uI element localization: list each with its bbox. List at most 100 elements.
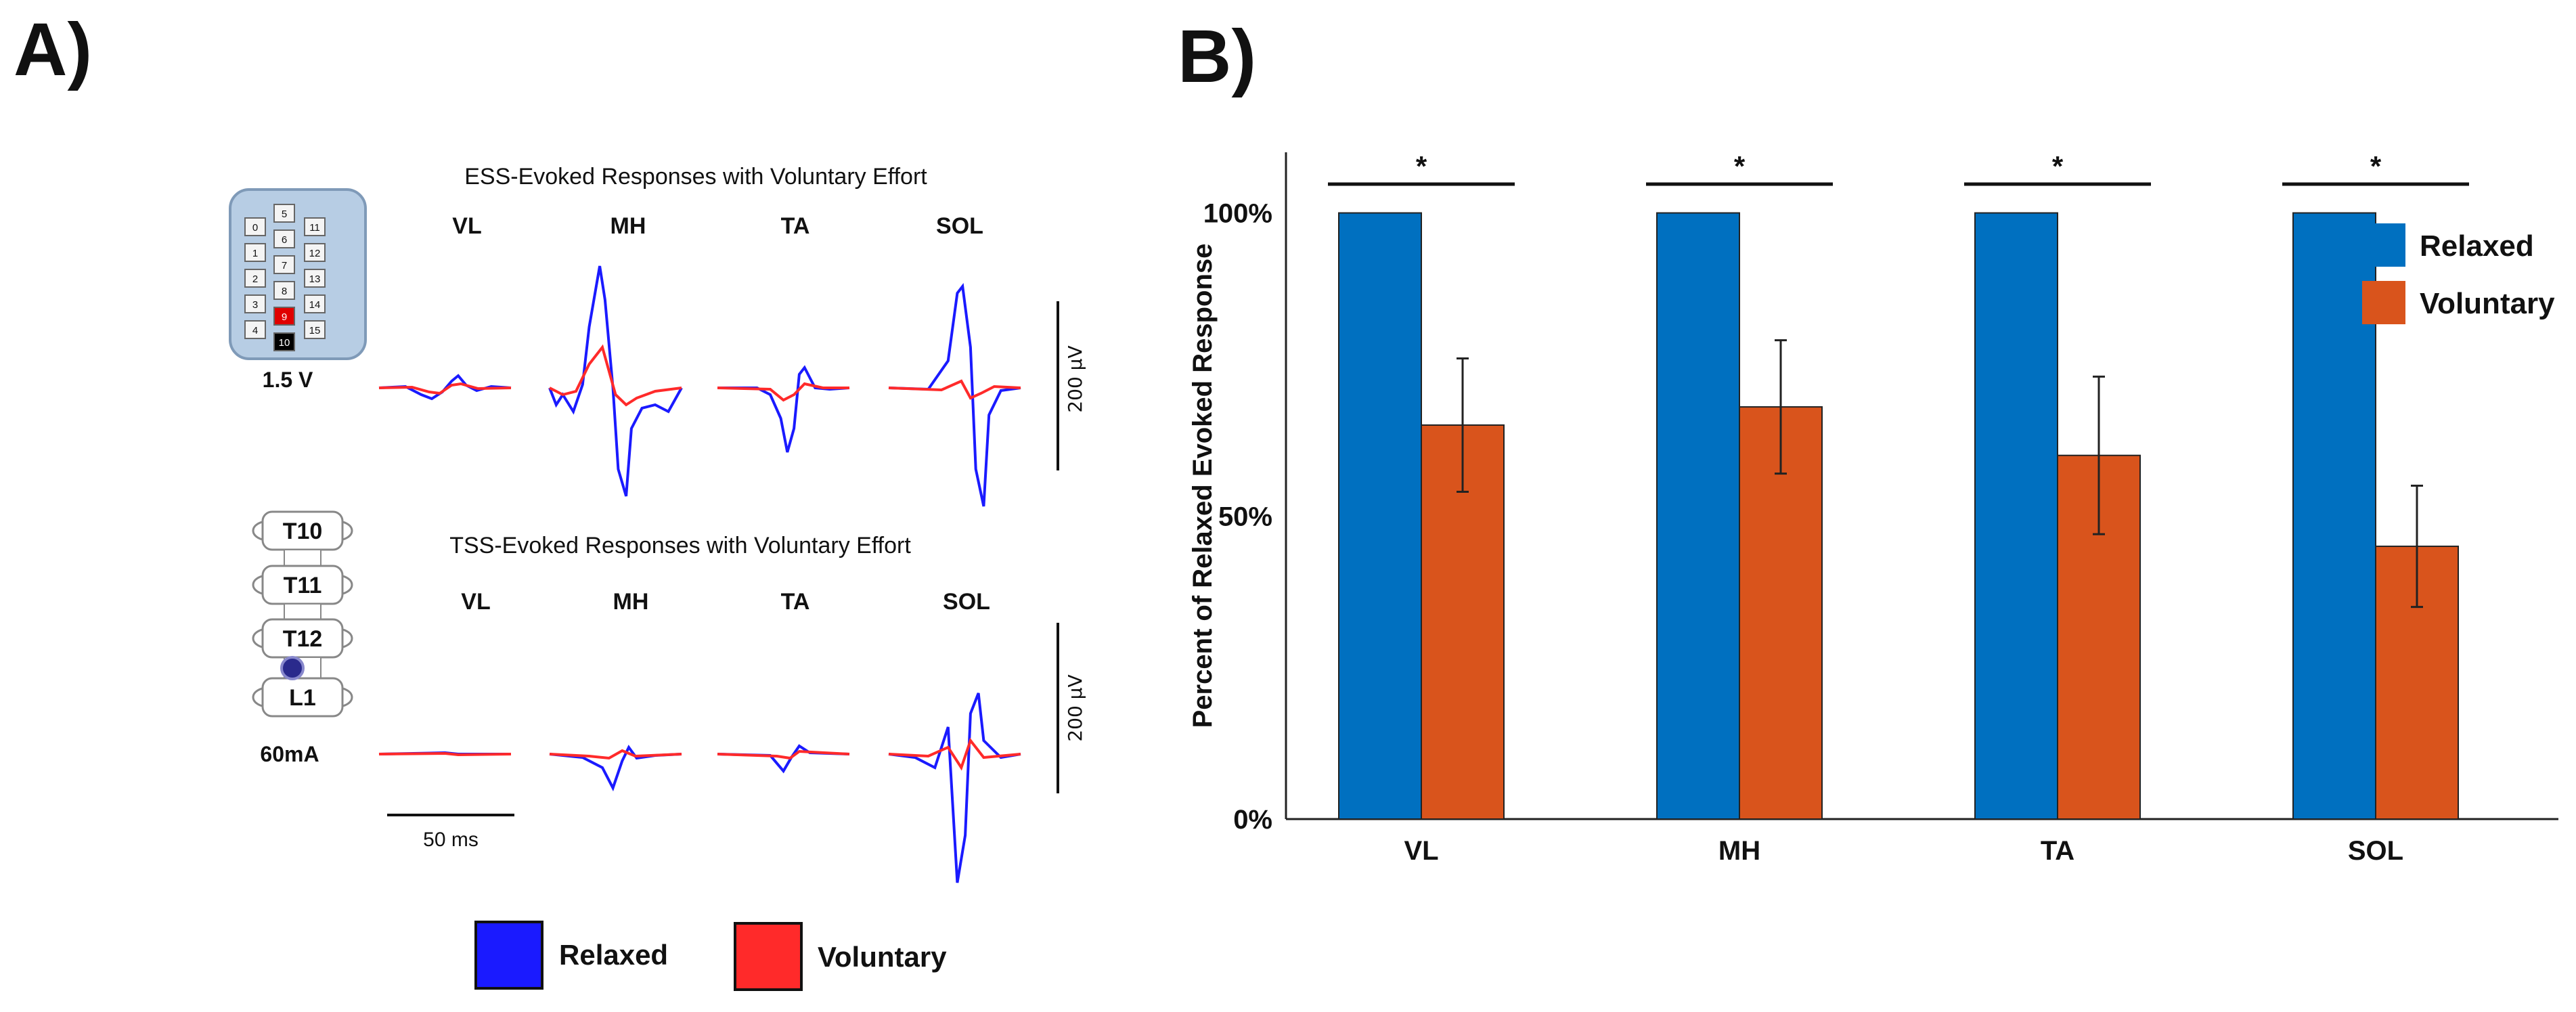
intervertebral-disc <box>284 549 321 567</box>
ess-amplitude-scale-label: 200 µV <box>1064 345 1086 412</box>
ess-trace-relaxed <box>717 365 850 453</box>
bar-relaxed-sol <box>2292 212 2376 820</box>
electrode-contact <box>304 294 326 313</box>
tss-current-label: 60mA <box>260 742 319 766</box>
electrode-number: 6 <box>282 234 287 246</box>
significance-star: * <box>1734 150 1746 182</box>
tss-muscle-label: SOL <box>943 589 990 615</box>
electrode-contact <box>304 243 326 262</box>
electrode-contact <box>244 269 266 288</box>
ess-trace-relaxed <box>888 282 1021 507</box>
tss-muscle-label: MH <box>613 589 649 615</box>
electrode-contact <box>244 294 266 313</box>
tss-muscle-label: VL <box>461 589 490 615</box>
electrode-contact <box>304 269 326 288</box>
ess-trace-voluntary <box>549 344 682 407</box>
vertebra-label: T11 <box>284 573 322 598</box>
vertebra-body <box>261 677 344 718</box>
electrode-number: 8 <box>282 286 287 297</box>
electrode-number: 7 <box>282 260 287 271</box>
x-tick-label: TA <box>2041 836 2074 866</box>
panel-b-legend: Relaxed Voluntary <box>2362 223 2555 324</box>
electrode-contact <box>273 332 295 351</box>
legend-label-voluntary: Voluntary <box>2420 287 2555 320</box>
legend-swatch-voluntary <box>734 922 803 991</box>
electrode-contact <box>273 255 295 274</box>
electrode-contact <box>304 217 326 236</box>
electrode-contact <box>273 229 295 248</box>
bar-relaxed-mh <box>1656 212 1740 820</box>
x-tick-label: SOL <box>2348 836 2403 866</box>
electrode-contact <box>273 204 295 223</box>
electrode-number: 1 <box>252 248 258 259</box>
tss-vertebrae-diagram: T10 T11 T12 L1 <box>252 510 353 718</box>
y-tick-label: 50% <box>1218 502 1272 531</box>
legend-label-relaxed: Relaxed <box>2420 229 2534 263</box>
bar-relaxed-ta <box>1974 212 2058 820</box>
electrode-contact <box>244 217 266 236</box>
x-tick-label: VL <box>1404 836 1438 866</box>
tss-title: TSS-Evoked Responses with Voluntary Effo… <box>449 533 911 558</box>
electrode-number: 14 <box>309 299 321 311</box>
electrode-number: 15 <box>309 325 321 336</box>
panel-a-label: A) <box>14 8 93 91</box>
tss-trace-voluntary <box>717 749 850 760</box>
legend-label-voluntary: Voluntary <box>818 941 947 973</box>
electrode-contact <box>244 243 266 262</box>
tss-electrode-dot-icon <box>280 656 305 680</box>
vertebra-label: T12 <box>283 626 323 652</box>
electrode-contact <box>304 320 326 339</box>
electrode-number: 12 <box>309 248 321 259</box>
legend-label-relaxed: Relaxed <box>559 939 668 971</box>
electrode-number: 11 <box>309 222 320 234</box>
significance-star: * <box>1416 150 1427 182</box>
y-axis-title: Percent of Relaxed Evoked Response <box>1188 244 1218 728</box>
intervertebral-disc <box>284 603 321 620</box>
electrode-number: 3 <box>252 299 258 311</box>
electrode-number: 0 <box>252 222 258 234</box>
tss-trace-relaxed <box>888 692 1021 883</box>
ess-muscle-label: VL <box>452 213 481 239</box>
ess-muscle-label: SOL <box>936 213 983 239</box>
significance-star: * <box>2370 150 2382 182</box>
electrode-contact <box>273 307 295 326</box>
electrode-number: 5 <box>282 208 287 220</box>
bar-relaxed-vl <box>1338 212 1422 820</box>
y-tick-label: 100% <box>1203 199 1272 229</box>
electrode-number: 4 <box>252 325 258 336</box>
bar-voluntary-sol <box>2375 546 2459 820</box>
ess-muscle-label: MH <box>610 213 646 239</box>
bar-voluntary-mh <box>1739 406 1823 820</box>
electrode-contact <box>244 320 266 339</box>
tss-muscle-label: TA <box>781 589 810 615</box>
time-scale-label: 50 ms <box>423 829 479 851</box>
electrode-number: 13 <box>309 273 321 285</box>
electrode-number: 2 <box>252 273 258 285</box>
x-tick-label: MH <box>1718 836 1760 866</box>
ess-trace-relaxed <box>548 265 683 497</box>
tss-trace-voluntary <box>378 751 512 757</box>
tss-trace-voluntary <box>549 749 682 760</box>
ess-voltage-label: 1.5 V <box>263 368 313 392</box>
significance-star: * <box>2052 150 2064 182</box>
panel-b-label: B) <box>1178 15 1257 98</box>
legend-swatch-relaxed <box>2362 223 2405 267</box>
electrode-number: 10 <box>279 337 290 349</box>
ess-title: ESS-Evoked Responses with Voluntary Effo… <box>464 164 927 190</box>
vertebra-label: T10 <box>283 519 323 544</box>
ess-trace-voluntary <box>378 382 512 395</box>
ess-muscle-label: TA <box>781 213 810 239</box>
electrode-contact <box>273 281 295 300</box>
tss-amplitude-scale-label: 200 µV <box>1064 674 1086 741</box>
ess-trace-voluntary <box>888 379 1021 400</box>
panel-a-legend: Relaxed Voluntary <box>474 921 947 991</box>
legend-swatch-voluntary <box>2362 281 2405 324</box>
panel-b-bar-chart: Percent of Relaxed Evoked Response 0% 50%… <box>1188 150 2558 866</box>
y-tick-label: 0% <box>1233 805 1272 835</box>
vertebra-label: L1 <box>289 685 316 711</box>
legend-swatch-relaxed <box>474 921 543 990</box>
ess-trace-voluntary <box>717 382 849 402</box>
